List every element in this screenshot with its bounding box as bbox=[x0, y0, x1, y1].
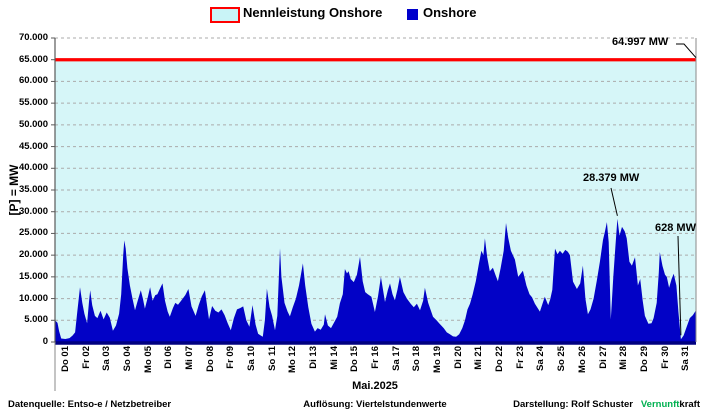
x-tick-label: Sa 24 bbox=[535, 346, 547, 371]
x-tick-label: Mi 21 bbox=[473, 346, 485, 370]
y-tick-label: 30.000 bbox=[18, 205, 48, 217]
y-axis-ticks bbox=[51, 37, 55, 343]
x-tick-label: Sa 31 bbox=[680, 346, 692, 371]
x-tick-label: Mo 26 bbox=[576, 346, 588, 373]
footer-resolution: Auflösung: Viertelstundenwerte bbox=[303, 399, 447, 410]
x-tick-label: Sa 17 bbox=[390, 346, 402, 371]
onshore-area-series bbox=[55, 218, 696, 342]
x-tick-label: So 11 bbox=[266, 346, 278, 371]
x-tick-label: Fr 09 bbox=[225, 346, 237, 369]
x-tick-label: Fr 30 bbox=[659, 346, 671, 369]
y-tick-label: 65.000 bbox=[18, 53, 48, 65]
y-tick-label: 45.000 bbox=[18, 140, 48, 152]
y-tick-label: 35.000 bbox=[18, 184, 48, 195]
brand-kraft: kraft bbox=[679, 399, 700, 410]
x-tick-label: Fr 23 bbox=[514, 346, 526, 369]
annotation-min: 628 MW bbox=[655, 222, 696, 234]
x-tick-label: Do 08 bbox=[204, 346, 216, 372]
x-tick-label: Do 01 bbox=[59, 346, 71, 372]
x-tick-label: Mi 07 bbox=[183, 346, 195, 370]
y-tick-label: 15.000 bbox=[18, 270, 48, 282]
y-tick-label: 50.000 bbox=[18, 118, 48, 130]
x-tick-label: Sa 10 bbox=[245, 346, 257, 371]
y-tick-label: 20.000 bbox=[18, 249, 48, 261]
y-tick-label: 0 bbox=[42, 336, 48, 347]
footer-credit-text: Darstellung: Rolf Schuster bbox=[513, 399, 633, 410]
x-tick-label: Do 15 bbox=[349, 346, 361, 372]
x-tick-label: Fr 16 bbox=[370, 346, 381, 369]
annotation-leader-lines bbox=[610, 43, 697, 336]
x-tick-label: Mo 19 bbox=[432, 346, 443, 373]
x-tick-label: Do 22 bbox=[494, 346, 506, 372]
month-label: Mai.2025 bbox=[352, 380, 398, 392]
x-tick-label: Mi 28 bbox=[618, 346, 630, 370]
annotation-peak: 28.379 MW bbox=[583, 172, 640, 184]
x-tick-label: Mo 12 bbox=[287, 346, 299, 373]
y-tick-label: 60.000 bbox=[18, 75, 48, 87]
annotation-leader-line bbox=[610, 187, 618, 216]
legend-onshore-label: Onshore bbox=[423, 5, 477, 20]
x-tick-label: So 04 bbox=[121, 346, 133, 372]
x-tick-label: So 18 bbox=[411, 346, 423, 372]
legend-capacity-label: Nennleistung Onshore bbox=[243, 5, 383, 20]
y-tick-label: 70.000 bbox=[18, 32, 48, 43]
x-tick-label: Sa 03 bbox=[101, 346, 113, 371]
x-tick-label: Di 13 bbox=[308, 346, 319, 369]
x-tick-label: Di 20 bbox=[452, 346, 464, 369]
brand-vernunft: Vernunft bbox=[640, 399, 680, 410]
x-tick-label: Do 29 bbox=[638, 346, 650, 372]
annotation-leader-line bbox=[676, 43, 697, 59]
x-tick-label: Di 27 bbox=[597, 346, 609, 369]
x-tick-label: Fr 02 bbox=[80, 346, 92, 369]
y-tick-label: 5.000 bbox=[24, 314, 48, 326]
footer-source: Datenquelle: Entso-e / Netzbetreiber bbox=[8, 399, 172, 410]
y-tick-label: 10.000 bbox=[18, 292, 48, 304]
legend-onshore-swatch bbox=[407, 9, 418, 20]
y-tick-label: 25.000 bbox=[18, 227, 48, 239]
y-tick-label: 55.000 bbox=[18, 97, 48, 109]
footer-credit: Darstellung: Rolf Schuster Vernunftkraft bbox=[420, 399, 700, 410]
annotation-leader-line bbox=[677, 235, 682, 336]
x-tick-label: Di 06 bbox=[163, 346, 175, 369]
x-tick-label: Mi 14 bbox=[328, 346, 340, 370]
annotation-max-capacity: 64.997 MW bbox=[612, 36, 669, 48]
legend-capacity-swatch bbox=[210, 7, 240, 23]
x-tick-label: Mo 05 bbox=[142, 346, 154, 373]
y-tick-label: 40.000 bbox=[18, 162, 48, 174]
x-tick-label: So 25 bbox=[556, 346, 568, 372]
